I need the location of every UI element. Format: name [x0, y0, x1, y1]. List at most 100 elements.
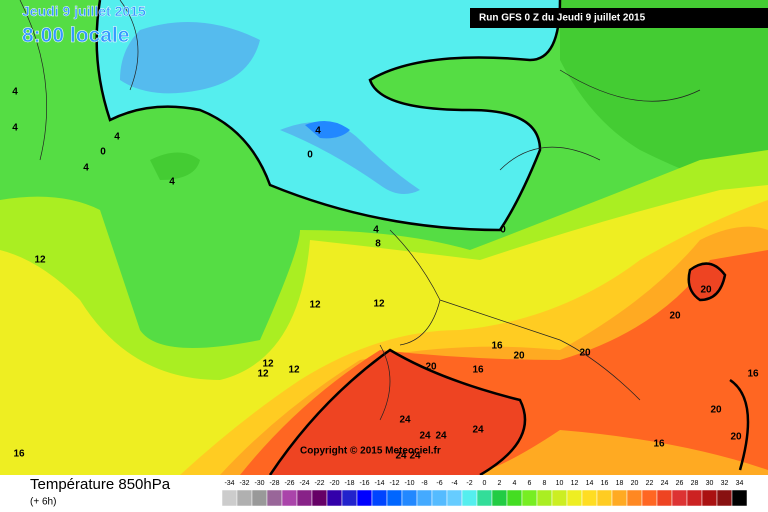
scale-label: 8 — [543, 480, 547, 487]
contour-label: 24 — [435, 431, 447, 442]
contour-label: 24 — [395, 451, 407, 462]
contour-label: 16 — [491, 341, 503, 352]
color-scale: -34 -32 -30 -28 -26 -24 -22 -20 -18 -16 -14 -12 -10-… — [221, 480, 748, 507]
contour-label: 20 — [710, 405, 722, 416]
scale-label: 12 — [571, 480, 579, 487]
color-swatch — [431, 489, 448, 507]
color-swatch — [506, 489, 523, 507]
color-swatch — [341, 489, 358, 507]
contour-label: 16 — [13, 449, 25, 460]
time: 8:00 locale — [22, 24, 129, 47]
color-swatch — [266, 489, 283, 507]
color-swatch — [461, 489, 478, 507]
legend: Température 850hPa (+ 6h) -34 -32 -30 -28 -2… — [0, 475, 768, 512]
color-swatch — [596, 489, 613, 507]
coastlines — [19, 0, 701, 421]
color-swatch — [326, 489, 343, 507]
isotherm-20b — [729, 378, 750, 471]
contour-label: 20 — [669, 311, 681, 322]
contour-label: 16 — [472, 365, 484, 376]
scale-label: -10 — [404, 480, 414, 487]
color-swatch — [671, 489, 688, 507]
contour-label: 12 — [262, 359, 274, 370]
color-swatch — [236, 489, 253, 507]
contour-label: 12 — [309, 300, 321, 311]
contour-label: 12 — [288, 365, 300, 376]
scale-label: 2 — [498, 480, 502, 487]
scale-label: 4 — [513, 480, 517, 487]
scale-label: -18 — [344, 480, 354, 487]
scale-label: -8 — [421, 480, 427, 487]
color-swatch — [701, 489, 718, 507]
scale-label: -28 — [269, 480, 279, 487]
scale-label: 26 — [676, 480, 684, 487]
run-box — [470, 8, 768, 28]
scale-label: -30 — [254, 480, 264, 487]
legend-title: Température 850hPa — [30, 476, 171, 493]
color-swatch — [536, 489, 553, 507]
contour-label: 4 — [315, 126, 321, 137]
contour-label: 24 — [472, 425, 484, 436]
contour-label: 0 — [307, 150, 313, 161]
color-swatch — [446, 489, 463, 507]
color-swatch — [716, 489, 733, 507]
color-swatch — [581, 489, 598, 507]
contour-label: 4 — [83, 163, 89, 174]
color-swatch — [386, 489, 403, 507]
color-swatch — [491, 489, 508, 507]
scale-label: -22 — [314, 480, 324, 487]
scale-label: -14 — [374, 480, 384, 487]
isotherms — [95, 0, 750, 477]
scale-label: -20 — [329, 480, 339, 487]
scale-label: -16 — [359, 480, 369, 487]
scale-label: 20 — [631, 480, 639, 487]
contour-label: 24 — [409, 451, 421, 462]
scale-label: 30 — [706, 480, 714, 487]
color-swatch — [656, 489, 673, 507]
contour-label: 20 — [425, 362, 437, 373]
contour-label: 20 — [700, 285, 712, 296]
contour-label: 16 — [747, 369, 759, 380]
scale-label: -6 — [436, 480, 442, 487]
contour-label: 4 — [12, 123, 18, 134]
scale-label: -26 — [284, 480, 294, 487]
color-swatch — [221, 489, 238, 507]
scale-label: 24 — [661, 480, 669, 487]
color-swatch — [626, 489, 643, 507]
color-swatch — [356, 489, 373, 507]
contour-label: 20 — [513, 351, 525, 362]
copyright: Copyright © 2015 Meteociel.fr — [300, 446, 441, 457]
scale-label: 28 — [691, 480, 699, 487]
contour-label: 12 — [373, 299, 385, 310]
color-swatch — [611, 489, 628, 507]
scale-label: 18 — [616, 480, 624, 487]
scale-label: 10 — [556, 480, 564, 487]
color-swatch — [281, 489, 298, 507]
scale-label: -34 — [224, 480, 234, 487]
contour-label: 0 — [500, 225, 506, 236]
contour-label: 0 — [100, 147, 106, 158]
color-swatch — [296, 489, 313, 507]
header: Jeudi 9 juillet 2015 8:00 locale Run GFS… — [22, 3, 768, 457]
color-swatch — [686, 489, 703, 507]
contour-label: 20 — [579, 348, 591, 359]
scale-label: -24 — [299, 480, 309, 487]
isotherm-0 — [95, 0, 562, 232]
color-swatch — [251, 489, 268, 507]
color-swatch — [476, 489, 493, 507]
scale-label: 22 — [646, 480, 654, 487]
color-swatch — [731, 489, 748, 507]
contour-label: 8 — [375, 239, 381, 250]
contour-label: 4 — [373, 225, 379, 236]
color-swatch — [521, 489, 538, 507]
contour-label: 24 — [399, 415, 411, 426]
scale-label: -32 — [239, 480, 249, 487]
temperature-field — [0, 0, 768, 475]
color-swatch — [311, 489, 328, 507]
color-swatch — [641, 489, 658, 507]
scale-label: 32 — [721, 480, 729, 487]
scale-label: 16 — [601, 480, 609, 487]
